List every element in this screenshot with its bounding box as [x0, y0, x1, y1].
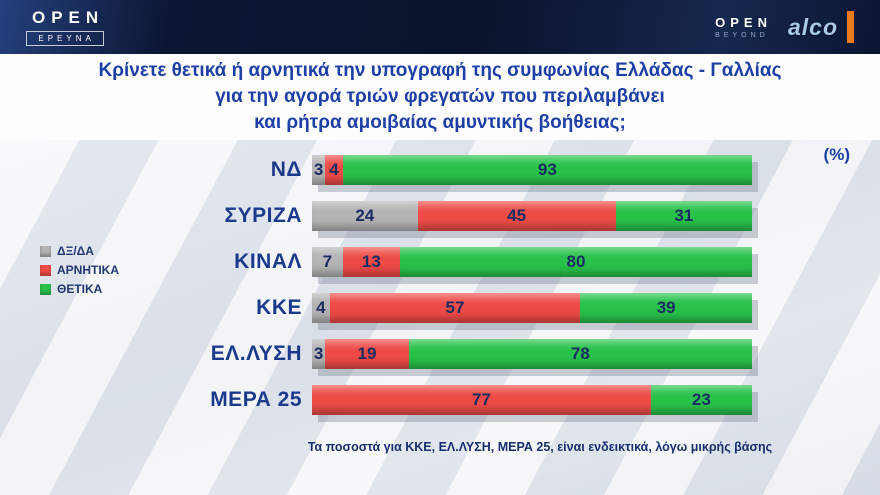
segment-value-label: 3: [313, 160, 324, 179]
party-label: ΕΛ.ΛΥΣΗ: [210, 342, 302, 365]
segment-value-label: 45: [507, 206, 527, 225]
title-line-2: για την αγορά τριών φρεγατών που περιλαμ…: [215, 86, 665, 107]
stacked-bar: 77 23: [312, 385, 752, 415]
bar-segment: 3: [312, 155, 326, 185]
title-line-3: και ρήτρα αμοιβαίας αμυντικής βοήθειας;: [254, 112, 626, 133]
bar-segment: 24: [312, 201, 418, 231]
chart-row: ΝΔ 3 4 93: [0, 147, 880, 193]
legend-swatch: [40, 245, 51, 257]
bar-segment: 78: [408, 339, 752, 369]
party-label: ΣΥΡΙΖΑ: [224, 204, 302, 227]
bar-segment: 57: [329, 293, 581, 323]
legend-swatch: [40, 283, 51, 295]
legend: ΔΞ/ΔΑ ΑΡΝΗΤΙΚΑ ΘΕΤΙΚΑ: [40, 244, 119, 296]
chart-row: ΣΥΡΙΖΑ 24 45 31: [0, 193, 880, 239]
legend-item: ΘΕΤΙΚΑ: [40, 282, 119, 296]
party-label: ΜΕΡΑ 25: [210, 388, 302, 411]
chart-row: ΚΙΝΑΛ 7 13 80: [0, 239, 880, 285]
legend-item: ΔΞ/ΔΑ: [40, 244, 119, 258]
chart-area: (%) ΔΞ/ΔΑ ΑΡΝΗΤΙΚΑ ΘΕΤΙΚΑ ΝΔ 3 4 93 ΣΥΡΙΖΑ 24 45…: [0, 140, 880, 495]
segment-value-label: 3: [313, 344, 324, 363]
segment-value-label: 7: [322, 252, 333, 271]
alco-logo: alco: [788, 11, 854, 43]
footnote: Τα ποσοστά για ΚΚΕ, ΕΛ.ΛΥΣΗ, ΜΕΡΑ 25, εί…: [307, 440, 773, 454]
bar-segment: 23: [650, 385, 752, 415]
stacked-bar: 7 13 80: [312, 247, 752, 277]
bar-segment: 93: [342, 155, 752, 185]
party-label: ΚΙΝΑΛ: [234, 250, 302, 273]
legend-item: ΑΡΝΗΤΙΚΑ: [40, 263, 119, 277]
segment-value-label: 39: [656, 298, 676, 317]
segment-value-label: 24: [355, 206, 375, 225]
question-title: Κρίνετε θετικά ή αρνητικά την υπογραφή τ…: [0, 54, 880, 140]
bar-segment: 39: [580, 293, 752, 323]
bar-segment: 13: [342, 247, 400, 277]
party-label: ΝΔ: [270, 158, 302, 181]
open-beyond-logo: OPEN BEYOND: [715, 15, 772, 39]
chart-row: ΜΕΡΑ 25 77 23: [0, 377, 880, 423]
open-beyond-beyond-text: BEYOND: [715, 32, 769, 39]
percent-unit-label: (%): [823, 145, 850, 164]
segment-value-label: 4: [329, 160, 339, 179]
open-logo: OPEN: [32, 8, 105, 27]
bar-rows: ΝΔ 3 4 93 ΣΥΡΙΖΑ 24 45 31 ΚΙΝΑΛ 7 13 80 ΚΚΕ 4 57 39 ΕΛ.Λ…: [0, 147, 880, 423]
bar-segment: 4: [325, 155, 343, 185]
bar-segment: 80: [399, 247, 752, 277]
segment-value-label: 13: [361, 252, 381, 271]
bar-segment: 4: [312, 293, 330, 323]
party-label: ΚΚΕ: [256, 296, 302, 319]
chart-row: ΚΚΕ 4 57 39: [0, 285, 880, 331]
header-bar: OPEN ΕΡΕΥΝΑ OPEN BEYOND alco: [0, 0, 880, 54]
alco-accent-bar: [847, 11, 854, 43]
bar-segment: 31: [615, 201, 752, 231]
open-beyond-open-text: OPEN: [715, 15, 772, 30]
segment-value-label: 4: [316, 298, 326, 317]
header-right-logos: OPEN BEYOND alco: [715, 11, 854, 43]
segment-value-label: 93: [537, 160, 557, 179]
segment-value-label: 19: [357, 344, 377, 363]
open-ereyna-logo: OPEN ΕΡΕΥΝΑ: [26, 8, 104, 46]
ereyna-label: ΕΡΕΥΝΑ: [26, 31, 104, 46]
stacked-bar: 3 4 93: [312, 155, 752, 185]
segment-value-label: 77: [471, 390, 491, 409]
chart-row: ΕΛ.ΛΥΣΗ 3 19 78: [0, 331, 880, 377]
legend-label: ΘΕΤΙΚΑ: [57, 282, 103, 296]
bar-segment: 77: [312, 385, 651, 415]
legend-label: ΔΞ/ΔΑ: [57, 244, 94, 258]
stacked-bar: 3 19 78: [312, 339, 752, 369]
bar-segment: 19: [325, 339, 409, 369]
stacked-bar: 4 57 39: [312, 293, 752, 323]
bar-segment: 7: [312, 247, 343, 277]
segment-value-label: 78: [570, 344, 590, 363]
legend-swatch: [40, 264, 51, 276]
segment-value-label: 31: [674, 206, 694, 225]
legend-label: ΑΡΝΗΤΙΚΑ: [57, 263, 119, 277]
segment-value-label: 80: [566, 252, 586, 271]
title-line-1: Κρίνετε θετικά ή αρνητικά την υπογραφή τ…: [98, 60, 782, 81]
alco-wordmark: alco: [787, 13, 838, 40]
stacked-bar: 24 45 31: [312, 201, 752, 231]
bar-segment: 45: [417, 201, 616, 231]
segment-value-label: 23: [691, 390, 711, 409]
bar-segment: 3: [312, 339, 326, 369]
segment-value-label: 57: [445, 298, 465, 317]
